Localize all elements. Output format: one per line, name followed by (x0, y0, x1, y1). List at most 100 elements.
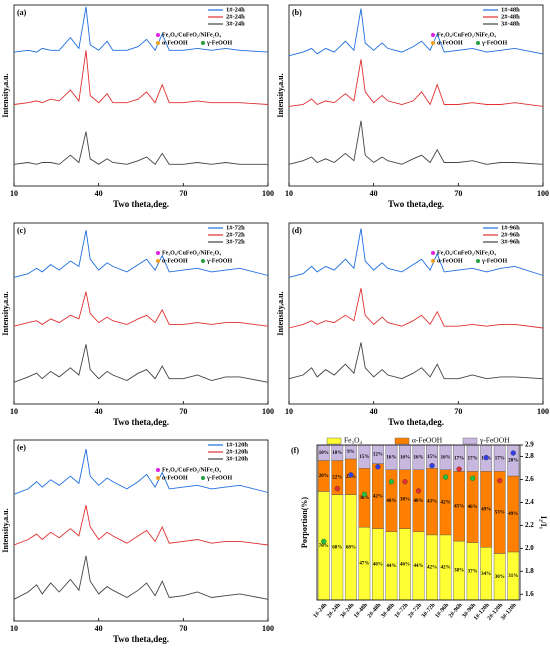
ratio-point (334, 485, 340, 492)
phase-legend-label: α-FeOOH (437, 40, 463, 46)
value-label: 10% (332, 451, 342, 456)
legend-symbol (431, 251, 435, 255)
y2-tick-label: 2.9 (525, 441, 534, 449)
phase-legend-label: γ-FeOOH (206, 475, 232, 481)
xrd-trace (288, 342, 544, 380)
value-label: 45% (454, 504, 464, 509)
panel-label: (b) (292, 8, 302, 17)
y-axis-label: Intensity,a.u. (1, 508, 10, 552)
phase-legend-label: Fe₃O₄/CuFeO₂/NiFe₂O₄ (162, 467, 221, 473)
value-label: 17% (495, 456, 505, 461)
xrd-trace (288, 228, 544, 278)
value-label: 44% (414, 564, 424, 569)
y2-tick-label: 2.6 (525, 475, 534, 483)
ratio-point (469, 475, 476, 481)
x-tick-label: 10 (285, 189, 293, 198)
plot-frame (288, 4, 544, 187)
ratio-point (456, 466, 462, 472)
panel-label: (c) (17, 226, 26, 235)
value-label: 68% (332, 545, 342, 550)
xrd-trace (288, 8, 544, 57)
legend-label: 3#-24h (226, 20, 245, 27)
phase-legend-label: γ-FeOOH (481, 258, 507, 264)
x-tick-label: 40 (95, 407, 103, 416)
y-axis-label: Intensity,a.u. (276, 73, 285, 117)
legend-label: 3#-48h (501, 20, 520, 27)
xrd-trace (13, 291, 269, 327)
x-tick-label: 70 (454, 407, 462, 416)
value-label: 40% (386, 499, 396, 504)
legend-symbol (156, 259, 160, 263)
ratio-point (415, 488, 422, 494)
value-label: 34% (481, 572, 491, 577)
value-label: 44% (386, 564, 396, 569)
plot-frame (13, 222, 269, 405)
value-label: 42% (427, 566, 437, 571)
value-label: 38% (359, 496, 369, 501)
xrd-trace (13, 50, 269, 105)
value-label: 38% (400, 497, 410, 502)
value-label: 16% (441, 456, 451, 461)
value-label: 22% (332, 476, 342, 481)
x-tick-label: 100 (262, 189, 274, 198)
phase-legend-label: α-FeOOH (162, 40, 188, 46)
ratio-point (361, 491, 368, 498)
legend-symbol (156, 41, 160, 45)
y2-tick-label: 2.0 (525, 544, 534, 552)
value-label: 49% (508, 512, 518, 517)
x-axis-label: Two theta,deg. (113, 634, 169, 644)
value-label: 16% (414, 456, 424, 461)
x-tick-label: 70 (179, 407, 187, 416)
x-tick-label: 100 (262, 624, 274, 633)
phase-legend-label: Fe₃O₄/CuFeO₂/NiFe₂O₄ (162, 250, 221, 256)
value-label: 68% (346, 545, 356, 550)
legend-symbol (201, 259, 205, 263)
y-axis-label: Porportion(%) (300, 497, 309, 548)
xrd-trace (288, 120, 544, 165)
y2-tick-label: 2.8 (525, 452, 534, 460)
phase-legend-label: γ-FeOOH (481, 40, 507, 46)
legend-label: 2#-96h (501, 231, 520, 238)
legend-symbol (431, 33, 435, 37)
x-tick-label: 10 (10, 189, 18, 198)
phase-legend-label: Fe₃O₄/CuFeO₂/NiFe₂O₄ (437, 250, 496, 256)
legend-label: 2#-120h (226, 448, 248, 455)
x-axis-label: Two theta,deg. (113, 199, 169, 209)
ratio-point (442, 474, 449, 480)
plot-frame (316, 444, 521, 601)
x-axis-label: Two theta,deg. (113, 417, 169, 427)
value-label: 38% (454, 569, 464, 574)
phase-legend-label: γ-FeOOH (206, 258, 232, 264)
x-tick-label: 100 (537, 407, 549, 416)
x-tick-label: 40 (370, 189, 378, 198)
phase-legend-label: γ-FeOOH (206, 40, 232, 46)
plot-frame (13, 4, 269, 187)
y-axis-label: Intensity,a.u. (1, 291, 10, 335)
xrd-trace (13, 505, 269, 546)
value-label: 43% (427, 500, 437, 505)
value-label: 46% (468, 505, 478, 510)
value-label: 10% (319, 451, 329, 456)
value-label: 53% (495, 511, 505, 516)
value-label: 16% (400, 456, 410, 461)
legend-label: 1#-72h (226, 224, 245, 231)
legend-swatch (462, 437, 478, 445)
value-label: 20% (508, 459, 518, 464)
legend-label: 1#-24h (226, 6, 245, 13)
legend-symbol (156, 468, 160, 472)
y2-tick-label: 2.4 (525, 498, 534, 506)
panel-label: (e) (17, 443, 26, 452)
ratio-point (483, 454, 489, 461)
legend-swatch (326, 437, 342, 445)
value-label: 30% (495, 575, 505, 580)
value-label: 31% (508, 574, 518, 579)
x-tick-label: 10 (285, 407, 293, 416)
ratio-point (388, 479, 395, 485)
ratio-point (429, 463, 435, 469)
x-tick-label: 40 (370, 407, 378, 416)
legend-label: Fe₃O₄ (344, 436, 363, 445)
value-label: 46% (400, 562, 410, 567)
phase-legend-label: Fe₃O₄/CuFeO₂/NiFe₂O₄ (437, 32, 496, 38)
legend-symbol (156, 251, 160, 255)
